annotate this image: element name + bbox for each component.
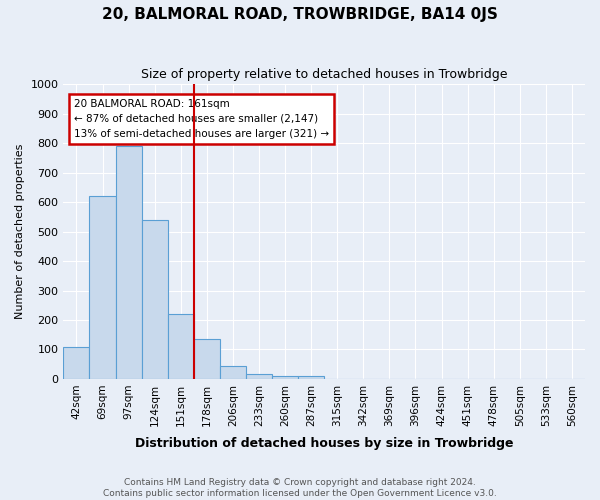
Bar bbox=[142, 220, 168, 379]
Text: Contains HM Land Registry data © Crown copyright and database right 2024.
Contai: Contains HM Land Registry data © Crown c… bbox=[103, 478, 497, 498]
Bar bbox=[116, 146, 142, 379]
Bar bbox=[298, 376, 324, 379]
X-axis label: Distribution of detached houses by size in Trowbridge: Distribution of detached houses by size … bbox=[135, 437, 514, 450]
Bar bbox=[64, 348, 89, 379]
Bar bbox=[168, 314, 194, 379]
Text: 20, BALMORAL ROAD, TROWBRIDGE, BA14 0JS: 20, BALMORAL ROAD, TROWBRIDGE, BA14 0JS bbox=[102, 8, 498, 22]
Bar bbox=[194, 339, 220, 379]
Y-axis label: Number of detached properties: Number of detached properties bbox=[15, 144, 25, 320]
Text: 20 BALMORAL ROAD: 161sqm
← 87% of detached houses are smaller (2,147)
13% of sem: 20 BALMORAL ROAD: 161sqm ← 87% of detach… bbox=[74, 99, 329, 139]
Title: Size of property relative to detached houses in Trowbridge: Size of property relative to detached ho… bbox=[141, 68, 508, 80]
Bar bbox=[246, 374, 272, 379]
Bar bbox=[272, 376, 298, 379]
Bar bbox=[220, 366, 246, 379]
Bar bbox=[89, 196, 116, 379]
